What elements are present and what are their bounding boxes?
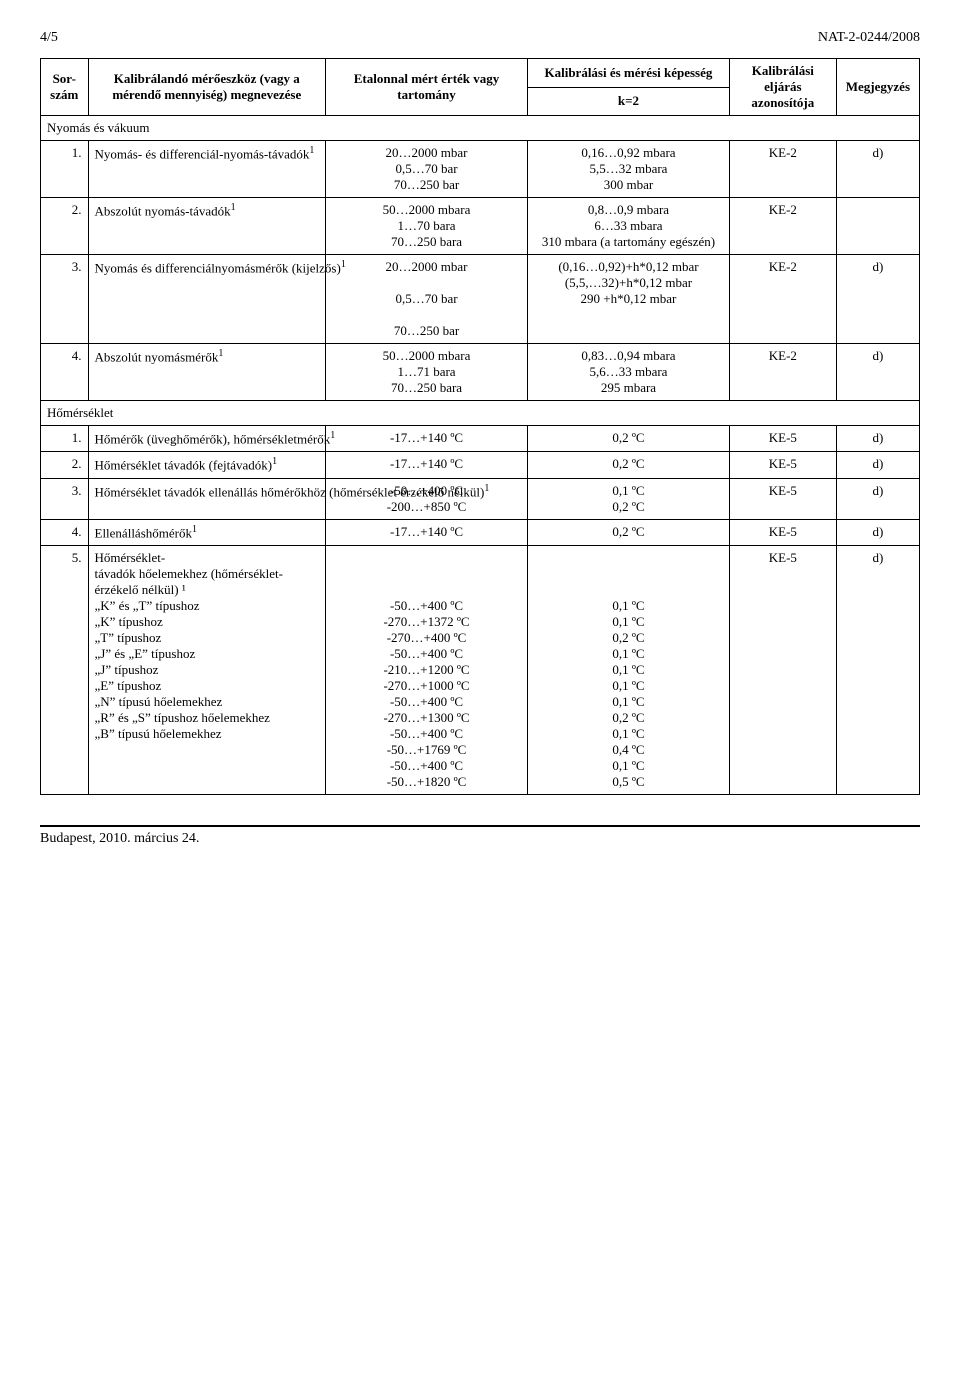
capability-cell: (0,16…0,92)+h*0,12 mbar(5,5,…32)+h*0,12 … bbox=[527, 255, 729, 344]
range-cell: 20…2000 mbar 0,5…70 bar 70…250 bar bbox=[326, 255, 528, 344]
section-title-row: Hőmérséklet bbox=[41, 401, 920, 426]
note-cell: d) bbox=[836, 344, 919, 401]
col-cap: Kalibrálási és mérési képesség bbox=[527, 59, 729, 88]
range-cell: -17…+140 ºC bbox=[326, 519, 528, 545]
capability-cell: 0,8…0,9 mbara6…33 mbara310 mbara (a tart… bbox=[527, 198, 729, 255]
capability-cell: 0,2 ºC bbox=[527, 519, 729, 545]
device-name: Nyomás- és differenciál-nyomás-távadók1 bbox=[88, 141, 326, 198]
procedure-code: KE-2 bbox=[729, 141, 836, 198]
calibration-table: Sor-szám Kalibrálandó mérőeszköz (vagy a… bbox=[40, 58, 920, 795]
row-number: 3. bbox=[41, 478, 89, 519]
device-name: Hőmérők (üveghőmérők), hőmérsékletmérők1 bbox=[88, 426, 326, 452]
table-row: 3.Nyomás és differenciálnyomásmérők (kij… bbox=[41, 255, 920, 344]
procedure-code: KE-5 bbox=[729, 519, 836, 545]
table-row: 3.Hőmérséklet távadók ellenállás hőmérők… bbox=[41, 478, 920, 519]
page-number: 4/5 bbox=[40, 30, 58, 46]
note-cell: d) bbox=[836, 478, 919, 519]
table-row: 1.Hőmérők (üveghőmérők), hőmérsékletmérő… bbox=[41, 426, 920, 452]
capability-cell: 0,2 ºC bbox=[527, 426, 729, 452]
device-name: Hőmérséklet távadók (fejtávadók)1 bbox=[88, 452, 326, 478]
range-cell: 50…2000 mbara1…70 bara70…250 bara bbox=[326, 198, 528, 255]
note-cell: d) bbox=[836, 545, 919, 794]
note-cell: d) bbox=[836, 141, 919, 198]
capability-cell: 0,1 ºC0,2 ºC bbox=[527, 478, 729, 519]
procedure-code: KE-5 bbox=[729, 452, 836, 478]
footer-rule bbox=[40, 825, 920, 827]
note-cell: d) bbox=[836, 519, 919, 545]
row-number: 2. bbox=[41, 198, 89, 255]
procedure-code: KE-2 bbox=[729, 255, 836, 344]
page-header: 4/5 NAT-2-0244/2008 bbox=[40, 30, 920, 46]
capability-cell: 0,2 ºC bbox=[527, 452, 729, 478]
row-number: 1. bbox=[41, 426, 89, 452]
device-name: Nyomás és differenciálnyomásmérők (kijel… bbox=[88, 255, 326, 344]
device-name: Hőmérséklet távadók ellenállás hőmérőkhö… bbox=[88, 478, 326, 519]
device-name: Abszolút nyomás-távadók1 bbox=[88, 198, 326, 255]
range-cell: -17…+140 ºC bbox=[326, 452, 528, 478]
procedure-code: KE-5 bbox=[729, 545, 836, 794]
range-cell: -17…+140 ºC bbox=[326, 426, 528, 452]
col-code: Kalibrálási eljárás azonosítója bbox=[729, 59, 836, 116]
col-sor: Sor-szám bbox=[41, 59, 89, 116]
range-cell: -50…+400 ºC-270…+1372 ºC-270…+400 ºC-50…… bbox=[326, 545, 528, 794]
table-row: 4.Abszolút nyomásmérők150…2000 mbara1…71… bbox=[41, 344, 920, 401]
note-cell: d) bbox=[836, 452, 919, 478]
procedure-code: KE-5 bbox=[729, 478, 836, 519]
row-number: 1. bbox=[41, 141, 89, 198]
range-cell: 50…2000 mbara1…71 bara70…250 bara bbox=[326, 344, 528, 401]
table-row: 2.Abszolút nyomás-távadók150…2000 mbara1… bbox=[41, 198, 920, 255]
table-header-row: Sor-szám Kalibrálandó mérőeszköz (vagy a… bbox=[41, 59, 920, 88]
section-title: Hőmérséklet bbox=[41, 401, 920, 426]
section-title: Nyomás és vákuum bbox=[41, 116, 920, 141]
row-number: 5. bbox=[41, 545, 89, 794]
table-row: 1.Nyomás- és differenciál-nyomás-távadók… bbox=[41, 141, 920, 198]
device-name: Abszolút nyomásmérők1 bbox=[88, 344, 326, 401]
col-dev: Kalibrálandó mérőeszköz (vagy a mérendő … bbox=[88, 59, 326, 116]
note-cell bbox=[836, 198, 919, 255]
section-title-row: Nyomás és vákuum bbox=[41, 116, 920, 141]
procedure-code: KE-2 bbox=[729, 198, 836, 255]
note-cell: d) bbox=[836, 426, 919, 452]
capability-cell: 0,16…0,92 mbara5,5…32 mbara300 mbar bbox=[527, 141, 729, 198]
row-number: 4. bbox=[41, 519, 89, 545]
table-row: 5.Hőmérséklet-távadók hőelemekhez (hőmér… bbox=[41, 545, 920, 794]
device-name: Hőmérséklet-távadók hőelemekhez (hőmérsé… bbox=[88, 545, 326, 794]
capability-cell: 0,1 ºC0,1 ºC0,2 ºC0,1 ºC0,1 ºC0,1 ºC0,1 … bbox=[527, 545, 729, 794]
doc-code: NAT-2-0244/2008 bbox=[818, 30, 920, 46]
row-number: 3. bbox=[41, 255, 89, 344]
capability-cell: 0,83…0,94 mbara5,6…33 mbara295 mbara bbox=[527, 344, 729, 401]
device-name: Ellenálláshőmérők1 bbox=[88, 519, 326, 545]
table-row: 2.Hőmérséklet távadók (fejtávadók)1-17…+… bbox=[41, 452, 920, 478]
procedure-code: KE-2 bbox=[729, 344, 836, 401]
procedure-code: KE-5 bbox=[729, 426, 836, 452]
footer-text: Budapest, 2010. március 24. bbox=[40, 831, 920, 847]
col-range: Etalonnal mért érték vagy tartomány bbox=[326, 59, 528, 116]
range-cell: 20…2000 mbar0,5…70 bar70…250 bar bbox=[326, 141, 528, 198]
table-row: 4.Ellenálláshőmérők1-17…+140 ºC0,2 ºCKE-… bbox=[41, 519, 920, 545]
row-number: 2. bbox=[41, 452, 89, 478]
note-cell: d) bbox=[836, 255, 919, 344]
row-number: 4. bbox=[41, 344, 89, 401]
col-note: Megjegyzés bbox=[836, 59, 919, 116]
col-k2: k=2 bbox=[527, 87, 729, 116]
